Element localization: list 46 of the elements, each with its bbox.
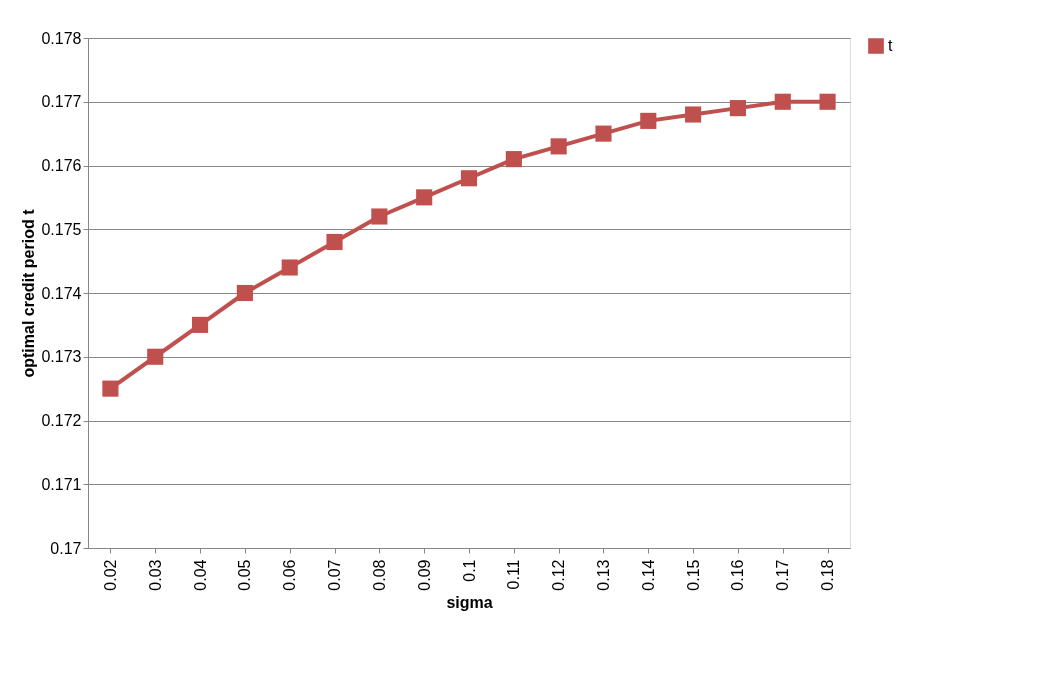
point — [371, 208, 388, 225]
point — [595, 125, 612, 142]
point — [236, 284, 253, 302]
x-tick-label: 0.12 — [550, 559, 568, 591]
point — [460, 170, 478, 187]
y-tick-label: 0.176 — [41, 157, 82, 174]
point — [281, 259, 298, 276]
y-tick-label: 0.171 — [41, 475, 82, 493]
x-tick-label: 0.16 — [729, 559, 747, 591]
x-tick-label: 0.09 — [415, 559, 433, 591]
point — [819, 93, 836, 110]
x-tick-label: 0.05 — [236, 559, 254, 591]
x-tick-label: 0.03 — [146, 559, 164, 591]
point — [416, 189, 433, 206]
x-tick-label: 0.02 — [101, 559, 119, 591]
y-tick-label: 0.172 — [41, 412, 82, 429]
y-tick-label: 0.17 — [50, 539, 82, 557]
x-tick-label: 0.14 — [639, 559, 657, 591]
y-tick-label: 0.175 — [41, 220, 82, 238]
y-tick-label: 0.177 — [41, 93, 82, 111]
x-tick-label: 0.17 — [774, 559, 792, 591]
x-tick-label: 0.06 — [281, 559, 299, 591]
point — [505, 151, 522, 168]
x-axis-title: sigma — [446, 593, 493, 611]
x-tick-label: 0.11 — [505, 559, 523, 590]
point — [102, 380, 119, 397]
point — [640, 112, 657, 129]
legend-label: t — [888, 37, 893, 54]
point — [147, 348, 164, 365]
point — [729, 100, 746, 117]
x-tick-label: 0.13 — [594, 559, 612, 591]
y-tick-label: 0.173 — [41, 348, 82, 366]
y-axis-title: optimal credit period t — [20, 208, 38, 378]
point — [326, 233, 343, 251]
x-tick-label: 0.07 — [326, 559, 344, 591]
point — [192, 316, 209, 333]
point — [685, 106, 702, 123]
x-tick-label: 0.15 — [684, 559, 702, 591]
x-tick-label: 0.08 — [370, 559, 388, 591]
x-tick-label: 0.04 — [191, 559, 209, 591]
y-tick-label: 0.178 — [41, 29, 82, 47]
x-tick-label: 0.1 — [460, 559, 478, 582]
y-tick-label: 0.174 — [41, 284, 82, 302]
point — [550, 138, 567, 155]
x-tick-label: 0.18 — [819, 559, 837, 591]
point — [774, 93, 791, 110]
